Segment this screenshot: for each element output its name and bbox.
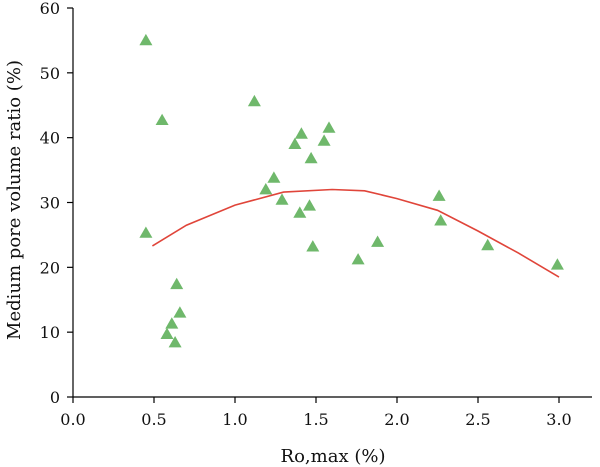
x-tick-label: 0.5: [141, 410, 166, 429]
y-tick-label: 0: [50, 388, 60, 407]
scatter-point: [306, 240, 320, 252]
scatter-point: [259, 183, 273, 195]
x-tick-label: 2.0: [384, 410, 409, 429]
y-axis-title: Medium pore volume ratio (%): [4, 60, 25, 340]
scatter-point: [275, 193, 289, 205]
scatter-point: [434, 214, 448, 226]
y-tick-label: 30: [40, 194, 60, 213]
scatter-point: [303, 199, 316, 211]
scatter-point: [139, 226, 153, 238]
scatter-point: [304, 151, 318, 164]
trend-line: [151, 188, 560, 278]
scatter-point: [173, 306, 187, 318]
x-tick-label: 1.5: [303, 410, 328, 429]
x-tick-label: 2.5: [465, 410, 490, 429]
x-tick-label: 3.0: [546, 410, 571, 429]
ticks: 0.0 0.5 1.0 1.5 2.0 2.5 3.0 0 10 20 30 40 50 60: [40, 0, 572, 429]
y-tick-label: 40: [40, 129, 60, 148]
scatter-point: [351, 253, 365, 265]
scatter-point: [160, 327, 174, 339]
scatter-point: [170, 277, 184, 290]
scatter-point: [322, 121, 336, 133]
y-tick-label: 10: [40, 323, 60, 342]
x-tick-label: 1.0: [222, 410, 247, 429]
x-tick-label: 0.0: [60, 410, 85, 429]
scatter-point: [139, 33, 153, 46]
axes: [72, 8, 592, 398]
scatter-point: [293, 206, 307, 218]
scatter-point: [432, 189, 446, 201]
scatter-point: [165, 317, 179, 329]
y-tick-label: 50: [40, 64, 60, 83]
scatter-point: [247, 94, 261, 107]
scatter-point: [371, 235, 385, 247]
scatter-point: [294, 127, 308, 139]
scatter-point: [481, 238, 495, 251]
plot-area: [139, 33, 564, 348]
y-tick-label: 60: [40, 0, 60, 18]
scatter-point: [288, 137, 302, 149]
scatter-point: [155, 113, 169, 125]
scatter-point: [550, 258, 564, 270]
y-tick-label: 20: [40, 258, 60, 277]
x-axis-title: Ro,max (%): [281, 446, 386, 467]
scatter-point: [168, 336, 182, 348]
scatter-point: [317, 134, 331, 146]
scatter-point: [267, 171, 281, 183]
